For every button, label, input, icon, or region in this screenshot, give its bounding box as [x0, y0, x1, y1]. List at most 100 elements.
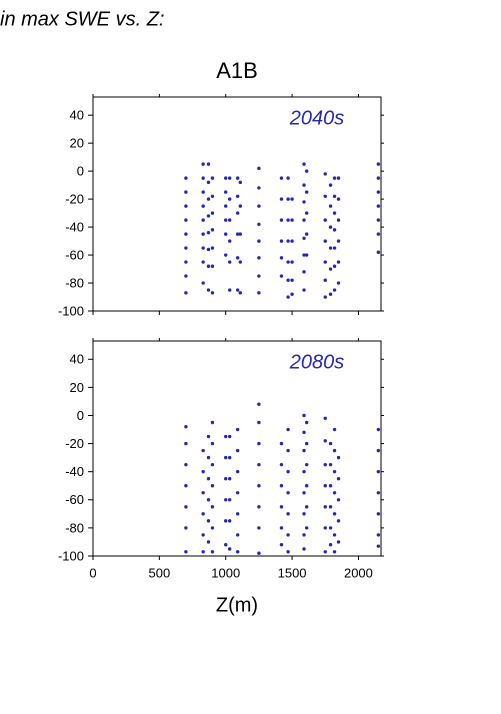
- point: [210, 291, 215, 295]
- point: [290, 292, 294, 296]
- point: [238, 291, 243, 295]
- point: [224, 434, 228, 439]
- point: [206, 434, 211, 439]
- point: [238, 180, 243, 185]
- point: [201, 204, 205, 208]
- plot-frame: [92, 340, 382, 557]
- point: [201, 162, 205, 166]
- point: [257, 239, 261, 243]
- point: [302, 448, 306, 453]
- point: [302, 533, 306, 537]
- point: [206, 264, 211, 268]
- point: [206, 180, 211, 185]
- point: [224, 477, 228, 481]
- point: [323, 278, 327, 282]
- point: [235, 194, 240, 199]
- point: [257, 274, 261, 278]
- point: [279, 462, 284, 467]
- point: [376, 204, 381, 208]
- point: [286, 469, 290, 474]
- point: [286, 239, 290, 243]
- point: [290, 197, 294, 201]
- y-tick-label: 0: [77, 408, 84, 423]
- point: [302, 218, 306, 222]
- point: [336, 260, 341, 264]
- point: [376, 448, 381, 453]
- point: [210, 211, 215, 215]
- point: [336, 455, 341, 460]
- point: [201, 176, 205, 180]
- point: [376, 427, 381, 432]
- point: [210, 420, 215, 425]
- point: [323, 484, 327, 488]
- point: [184, 484, 188, 488]
- point: [336, 477, 341, 481]
- y-tick-label: -40: [65, 220, 84, 235]
- point: [224, 190, 228, 194]
- point: [336, 519, 341, 523]
- point: [332, 288, 337, 292]
- y-tick-label: -80: [65, 275, 84, 290]
- point: [228, 547, 232, 551]
- point: [328, 462, 333, 467]
- point: [257, 462, 261, 467]
- point: [279, 197, 284, 201]
- point: [323, 295, 327, 299]
- point: [328, 292, 333, 296]
- point: [286, 278, 290, 282]
- y-tick-label: -100: [58, 303, 84, 318]
- point: [304, 190, 309, 194]
- annotation: 2040s: [289, 107, 345, 129]
- point: [228, 434, 232, 439]
- point: [332, 194, 337, 199]
- point: [304, 211, 309, 215]
- point: [332, 469, 337, 474]
- point: [184, 260, 188, 264]
- point: [210, 246, 215, 250]
- point: [257, 222, 261, 226]
- point: [201, 260, 205, 264]
- point: [302, 253, 306, 257]
- point: [228, 197, 232, 201]
- point: [201, 281, 205, 285]
- point: [336, 239, 341, 243]
- point: [210, 550, 215, 554]
- point: [304, 253, 309, 257]
- point: [376, 218, 381, 222]
- point: [206, 230, 211, 235]
- point: [323, 260, 327, 264]
- point: [332, 264, 337, 268]
- point: [206, 477, 211, 481]
- point: [286, 512, 290, 516]
- point: [210, 526, 215, 530]
- point: [201, 491, 205, 495]
- point: [235, 550, 240, 554]
- point: [228, 260, 232, 264]
- point: [201, 448, 205, 453]
- point: [206, 197, 211, 201]
- point: [279, 239, 284, 243]
- point: [328, 246, 333, 250]
- point: [228, 218, 232, 222]
- point: [184, 232, 188, 236]
- y-tick-label: 40: [70, 352, 84, 367]
- point: [235, 427, 240, 432]
- point: [228, 477, 232, 481]
- point: [332, 512, 337, 516]
- point: [257, 186, 261, 190]
- point: [201, 469, 205, 474]
- point: [238, 204, 243, 208]
- point: [376, 469, 381, 474]
- point: [279, 543, 284, 547]
- point: [201, 218, 205, 222]
- point: [210, 194, 215, 199]
- annotation: 2080s: [289, 351, 345, 373]
- point: [290, 260, 294, 264]
- point: [224, 455, 228, 460]
- point: [336, 176, 341, 180]
- point: [376, 512, 381, 516]
- point: [279, 218, 284, 222]
- point: [328, 204, 333, 208]
- point: [290, 239, 294, 243]
- point: [224, 204, 228, 208]
